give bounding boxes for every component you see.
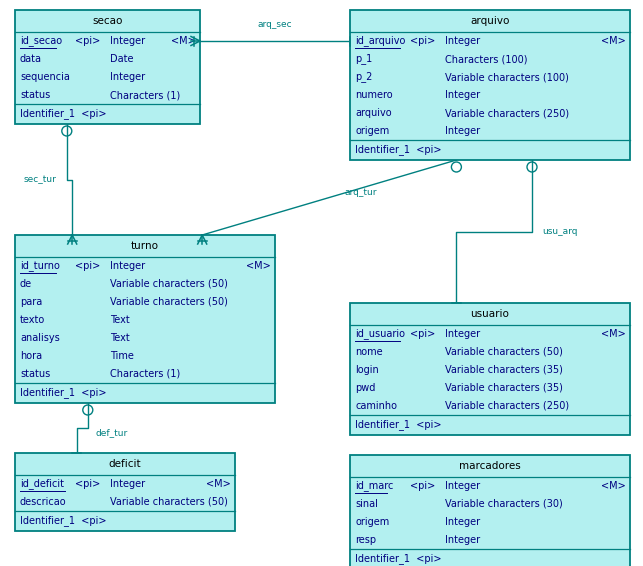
Text: <M>: <M> xyxy=(206,479,231,489)
Text: <M>: <M> xyxy=(601,329,626,339)
Text: usu_arq: usu_arq xyxy=(542,227,577,236)
Text: resp: resp xyxy=(355,535,376,545)
Text: texto: texto xyxy=(20,315,45,325)
Text: Integer: Integer xyxy=(445,36,480,46)
Text: turno: turno xyxy=(131,241,159,251)
Text: descricao: descricao xyxy=(20,497,67,507)
Text: Identifier_1  <pi>: Identifier_1 <pi> xyxy=(20,109,107,119)
Text: status: status xyxy=(20,369,50,379)
Bar xyxy=(15,235,275,403)
Text: Variable characters (250): Variable characters (250) xyxy=(445,401,569,411)
Text: Identifier_1  <pi>: Identifier_1 <pi> xyxy=(20,388,107,398)
Text: Variable characters (250): Variable characters (250) xyxy=(445,108,569,118)
Text: arq_sec: arq_sec xyxy=(258,20,293,29)
Text: Integer: Integer xyxy=(445,90,480,100)
Text: Characters (100): Characters (100) xyxy=(445,54,527,64)
Text: arquivo: arquivo xyxy=(355,108,392,118)
Text: Variable characters (35): Variable characters (35) xyxy=(445,383,563,393)
Text: para: para xyxy=(20,297,42,307)
Text: Integer: Integer xyxy=(110,479,145,489)
Text: <M>: <M> xyxy=(171,36,196,46)
Text: sinal: sinal xyxy=(355,499,378,509)
Text: id_marc: id_marc xyxy=(355,481,394,491)
Text: origem: origem xyxy=(355,517,389,527)
Text: def_tur: def_tur xyxy=(96,428,128,438)
Text: id_deficit: id_deficit xyxy=(20,478,64,490)
Text: Characters (1): Characters (1) xyxy=(110,369,180,379)
Text: login: login xyxy=(355,365,379,375)
Text: Integer: Integer xyxy=(110,72,145,82)
Text: Date: Date xyxy=(110,54,134,64)
Bar xyxy=(15,10,200,124)
Text: id_turno: id_turno xyxy=(20,260,60,272)
Text: marcadores: marcadores xyxy=(459,461,521,471)
Text: origem: origem xyxy=(355,126,389,136)
Text: <pi>: <pi> xyxy=(75,479,100,489)
Text: Text: Text xyxy=(110,333,130,343)
Text: status: status xyxy=(20,90,50,100)
Text: Variable characters (100): Variable characters (100) xyxy=(445,72,569,82)
Text: Integer: Integer xyxy=(445,126,480,136)
Text: sec_tur: sec_tur xyxy=(24,175,57,184)
Text: arquivo: arquivo xyxy=(470,16,510,26)
Text: <pi>: <pi> xyxy=(75,36,100,46)
Text: Identifier_1  <pi>: Identifier_1 <pi> xyxy=(20,516,107,526)
Text: Identifier_1  <pi>: Identifier_1 <pi> xyxy=(355,554,442,564)
Text: Time: Time xyxy=(110,351,134,361)
Text: <M>: <M> xyxy=(601,481,626,491)
Bar xyxy=(350,455,630,566)
Text: id_secao: id_secao xyxy=(20,36,62,46)
Text: id_arquivo: id_arquivo xyxy=(355,36,405,46)
Text: secao: secao xyxy=(93,16,123,26)
Bar xyxy=(350,10,630,160)
Text: id_usuario: id_usuario xyxy=(355,328,405,340)
Text: Integer: Integer xyxy=(445,535,480,545)
Text: <pi>: <pi> xyxy=(75,261,100,271)
Text: <M>: <M> xyxy=(246,261,271,271)
Text: Integer: Integer xyxy=(445,329,480,339)
Text: Integer: Integer xyxy=(445,481,480,491)
Text: Identifier_1  <pi>: Identifier_1 <pi> xyxy=(355,419,442,431)
Bar xyxy=(350,303,630,435)
Text: usuario: usuario xyxy=(471,309,509,319)
Text: Integer: Integer xyxy=(110,261,145,271)
Text: Characters (1): Characters (1) xyxy=(110,90,180,100)
Text: sequencia: sequencia xyxy=(20,72,70,82)
Text: numero: numero xyxy=(355,90,393,100)
Bar xyxy=(15,453,235,531)
Text: <pi>: <pi> xyxy=(410,481,435,491)
Text: deficit: deficit xyxy=(109,459,141,469)
Text: p_2: p_2 xyxy=(355,71,372,83)
Text: <M>: <M> xyxy=(601,36,626,46)
Text: caminho: caminho xyxy=(355,401,397,411)
Text: Variable characters (35): Variable characters (35) xyxy=(445,365,563,375)
Text: <pi>: <pi> xyxy=(410,329,435,339)
Text: hora: hora xyxy=(20,351,42,361)
Text: Integer: Integer xyxy=(445,517,480,527)
Text: pwd: pwd xyxy=(355,383,376,393)
Text: <pi>: <pi> xyxy=(410,36,435,46)
Text: Variable characters (30): Variable characters (30) xyxy=(445,499,563,509)
Text: Variable characters (50): Variable characters (50) xyxy=(110,297,228,307)
Text: p_1: p_1 xyxy=(355,54,372,65)
Text: Variable characters (50): Variable characters (50) xyxy=(445,347,563,357)
Text: Identifier_1  <pi>: Identifier_1 <pi> xyxy=(355,144,442,156)
Text: Text: Text xyxy=(110,315,130,325)
Text: arq_tur: arq_tur xyxy=(344,188,377,197)
Text: Variable characters (50): Variable characters (50) xyxy=(110,497,228,507)
Text: Variable characters (50): Variable characters (50) xyxy=(110,279,228,289)
Text: de: de xyxy=(20,279,32,289)
Text: analisys: analisys xyxy=(20,333,60,343)
Text: data: data xyxy=(20,54,42,64)
Text: nome: nome xyxy=(355,347,383,357)
Text: Integer: Integer xyxy=(110,36,145,46)
